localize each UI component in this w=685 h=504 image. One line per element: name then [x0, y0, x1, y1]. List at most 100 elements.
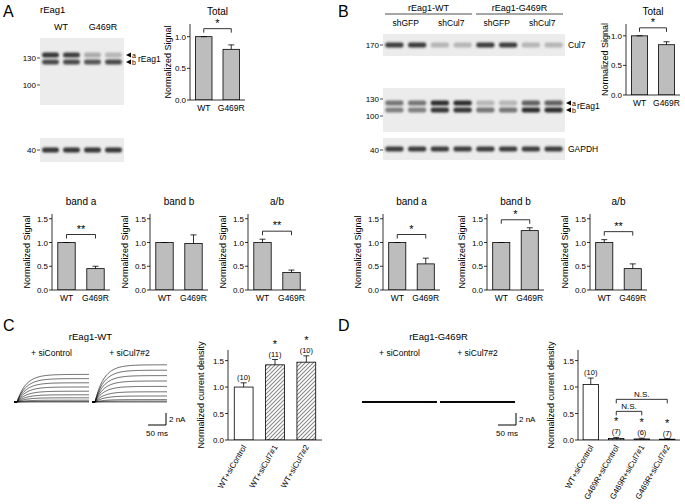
x-axis: [383, 290, 440, 291]
x-tick-label: WT+siControl: [216, 443, 248, 490]
current-trace: [92, 402, 167, 403]
significance-bracket: [616, 399, 667, 403]
y-axis-label: Normalized Signal: [353, 215, 363, 288]
y-axis-label: Normalized current density: [196, 341, 206, 449]
y-tick: [225, 413, 228, 414]
current-trace: [362, 402, 437, 403]
y-axis: [190, 24, 191, 100]
band: [476, 147, 494, 152]
current-trace: [440, 401, 515, 402]
y-axis: [150, 214, 151, 290]
bar-chart: band b0.00.51.01.5Normalized SignalWTG46…: [457, 196, 544, 303]
n-label: (10): [300, 346, 314, 355]
y-tick: [587, 242, 590, 243]
marks: [389, 243, 435, 291]
lane-label: shCul7: [529, 18, 556, 28]
condition-label: + siControl: [379, 348, 420, 358]
western-blot: rEag1-WTrEag1-G469RshGFPshCul7shGFPshCul…: [366, 3, 600, 160]
chart-title: a/b: [612, 196, 626, 207]
y-tick: [147, 218, 150, 219]
current-recording: rEag1-WT+ siControl+ siCul7#22 nA50 ms: [14, 331, 186, 438]
x-tick-label: WT: [256, 293, 269, 303]
current-trace: [92, 396, 167, 402]
x-axis: [487, 290, 544, 291]
band: [84, 148, 101, 153]
scale-bar-time: [498, 425, 516, 426]
error-bar: [241, 383, 247, 387]
band-arrow: [126, 60, 131, 65]
bar: [254, 243, 271, 291]
band: [431, 147, 449, 152]
current-trace: [92, 381, 167, 402]
error-bar: [613, 437, 619, 438]
chart-title: band b: [500, 196, 531, 207]
y-tick: [623, 95, 626, 96]
y-tick: [187, 68, 190, 69]
band: [84, 60, 101, 65]
panel-label: A: [3, 3, 14, 20]
current-trace: [362, 402, 437, 403]
band-label: b: [132, 59, 136, 66]
protein-label: Cul7: [568, 40, 586, 50]
significance: N.S.: [621, 402, 637, 411]
band: [454, 108, 472, 113]
y-tick: [380, 218, 383, 219]
y-axis: [383, 214, 384, 290]
significance-bracket: [640, 28, 667, 32]
current-trace: [362, 401, 437, 402]
error-bar: [588, 378, 594, 384]
bar: [266, 365, 285, 440]
current-trace: [14, 387, 89, 402]
y-axis-label: Normalized Signal: [457, 215, 467, 288]
group-line: [476, 14, 563, 15]
n-label: (7): [663, 429, 673, 438]
x-tick-label: G469R: [516, 293, 543, 303]
y-tick: [245, 218, 248, 219]
chart-title: a/b: [270, 196, 284, 207]
band: [522, 147, 540, 152]
current-trace: [92, 401, 167, 403]
lane-label: shGFP: [393, 18, 420, 28]
y-tick: [245, 242, 248, 243]
bar: [631, 36, 647, 95]
current-trace: [92, 370, 167, 402]
band: [476, 108, 494, 113]
band: [63, 148, 80, 153]
mw-marker: 100: [23, 81, 37, 90]
x-tick-label: G469R: [180, 293, 207, 303]
mw-tick: [37, 150, 40, 151]
condition-label: + siControl: [31, 348, 72, 358]
lane-label: WT: [54, 22, 68, 32]
band: [385, 108, 403, 113]
x-tick-label: WT: [598, 293, 611, 303]
y-tick-label: 0.5: [563, 410, 575, 419]
y-tick-label: 1.0: [368, 239, 380, 248]
n-label: (10): [584, 368, 598, 377]
band: [545, 101, 563, 106]
y-tick: [49, 242, 52, 243]
error-bar: [191, 235, 197, 244]
current-trace: [14, 402, 89, 403]
bar: [234, 387, 253, 440]
scale-label: 50 ms: [146, 429, 168, 438]
bar: [583, 384, 598, 440]
bar: [196, 37, 213, 100]
x-tick-label: WT: [633, 98, 646, 108]
group-line: [385, 14, 472, 15]
band: [431, 43, 449, 48]
error-bar: [637, 35, 643, 36]
y-tick-label: 1.0: [37, 239, 49, 248]
x-tick-label: G469R: [653, 98, 680, 108]
band: [431, 101, 449, 106]
chart-title: Total: [207, 6, 228, 17]
mw-marker: 170: [366, 41, 380, 50]
y-tick: [484, 242, 487, 243]
current-trace: [14, 374, 89, 402]
y-tick-label: 0.0: [575, 286, 587, 295]
current-trace: [362, 401, 437, 402]
condition-label: + siCul7#2: [109, 348, 150, 358]
y-tick: [49, 218, 52, 219]
y-axis: [578, 350, 579, 440]
band: [499, 43, 517, 48]
significance: *: [513, 208, 518, 220]
